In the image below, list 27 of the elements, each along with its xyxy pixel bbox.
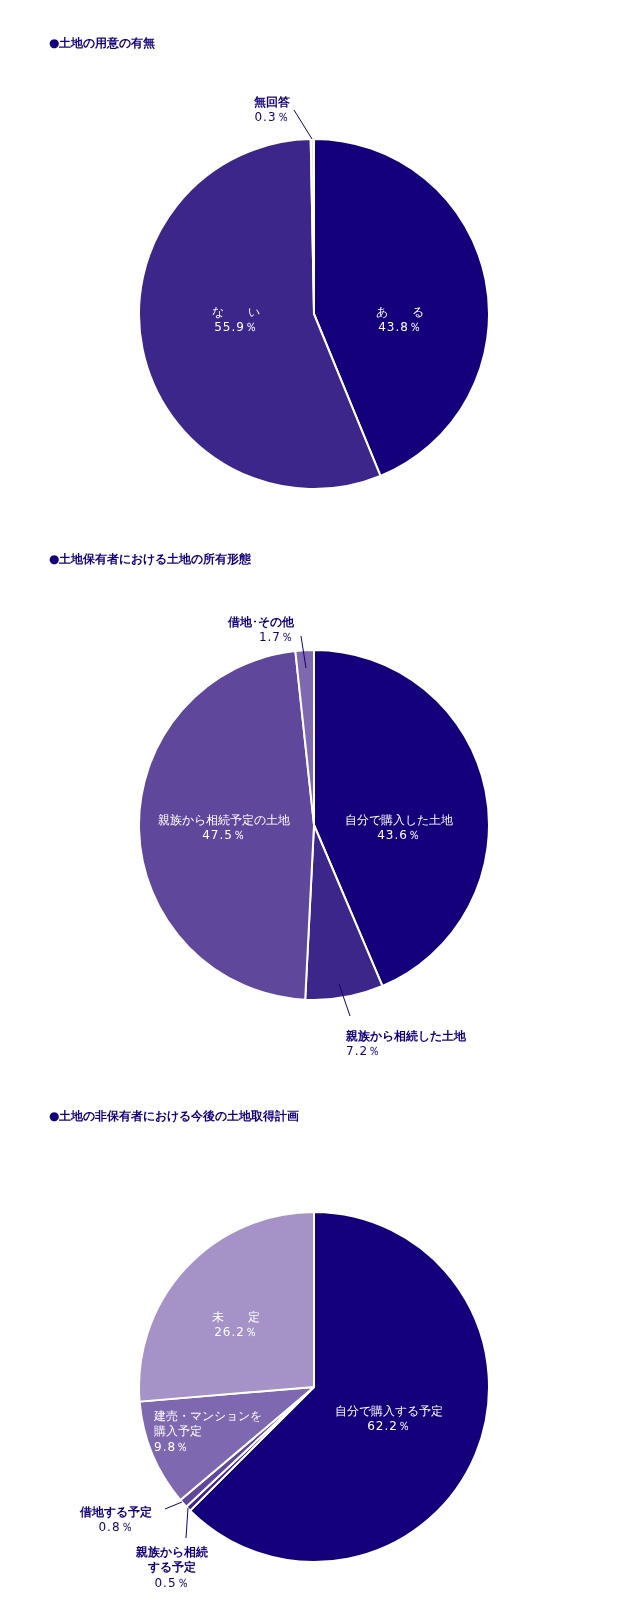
- chart-title: ●土地保有者における土地の所有形態: [49, 551, 253, 566]
- slice-label: 自分で購入した土地: [345, 812, 453, 827]
- data-label: 0.8％: [98, 1520, 134, 1534]
- data-label: 9.8％: [154, 1439, 190, 1454]
- slice-label: 未 定: [212, 1309, 260, 1324]
- data-label: 1.7％: [258, 630, 294, 644]
- slice-label: 親族から相続する予定: [135, 1544, 208, 1574]
- data-label: 7.2％: [346, 1044, 382, 1058]
- data-label: 0.5％: [154, 1575, 190, 1590]
- slice-label: な い: [212, 304, 260, 319]
- slice-label: 建売・マンションを購入予定: [153, 1408, 262, 1438]
- chart-title: ●土地の用意の有無: [49, 35, 156, 50]
- chart-title: ●土地の非保有者における今後の土地取得計画: [49, 1108, 300, 1123]
- slice-label: 借地する予定: [79, 1504, 152, 1519]
- data-label: 62.2％: [367, 1419, 411, 1433]
- data-label: 43.6％: [377, 828, 421, 842]
- data-label: 26.2％: [214, 1325, 258, 1339]
- slice-label: 借地･その他: [227, 614, 295, 629]
- data-label: 55.9％: [214, 320, 258, 334]
- slice-label: 無回答: [253, 94, 291, 109]
- slice-label: 親族から相続予定の土地: [158, 812, 290, 827]
- data-label: 0.3％: [254, 110, 290, 124]
- slice-label: あ る: [376, 304, 424, 319]
- data-label: 47.5％: [202, 828, 246, 842]
- slice-label: 親族から相続した土地: [345, 1028, 467, 1043]
- data-label: 43.8％: [378, 320, 422, 334]
- slice-label: 自分で購入する予定: [335, 1403, 443, 1418]
